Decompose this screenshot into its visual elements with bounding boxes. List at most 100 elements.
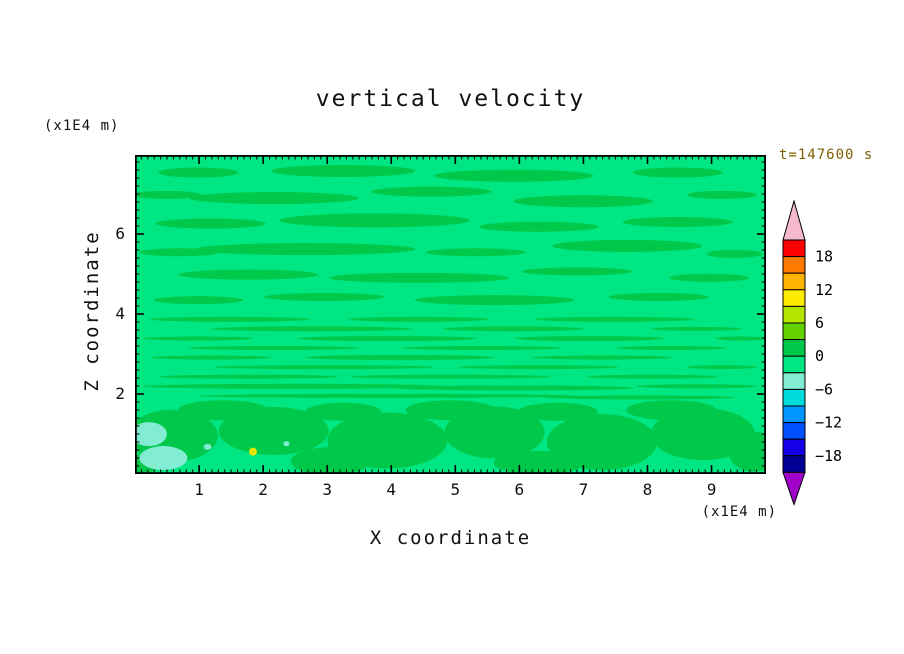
contour-blob [371,186,492,197]
colorbar-below-range-arrow [782,471,806,506]
contour-blob [264,292,385,301]
contour-patch [135,422,167,447]
colorbar-label: −12 [815,414,842,432]
x-tick-label: 2 [258,480,268,499]
contour-patch [283,441,290,447]
contour-blob [706,249,763,258]
colorbar-label: 18 [815,248,833,266]
colorbar-above-range-arrow [782,200,806,241]
colorbar-segment [782,405,806,424]
contour-blob [178,269,319,280]
colorbar-label: −6 [815,380,833,398]
contour-blob [155,218,266,229]
contour-blob [622,216,733,227]
contour-blob [328,272,509,283]
x-tick-label: 7 [578,480,589,499]
contour-blob [458,365,619,370]
contour-blob [632,167,723,178]
contour-blob [514,335,665,341]
contour-blob [290,447,371,474]
plot-border [135,155,766,474]
x-tick-label: 3 [322,480,332,499]
contour-blob [534,316,695,322]
contour-blob [608,292,709,301]
colorbar-segment [782,388,806,407]
contour-blob [135,190,202,199]
contour-blob [493,450,584,474]
contour-blob [651,326,742,331]
colorbar-segment [782,372,806,390]
colorbar-segment [782,289,806,307]
colorbar-segment [782,272,806,291]
contour-blob [478,221,599,232]
contour-blob [188,345,359,350]
contour-blob [143,336,254,341]
contour-blob [517,402,598,421]
contour-blob [686,190,757,199]
x-tick-label: 9 [706,480,717,499]
contour-blob [197,393,578,398]
contour-blob [587,374,718,379]
contour-blob [686,365,757,370]
contour-blob [552,239,703,252]
positive-band-regions [135,164,766,474]
contour-blob [728,431,766,472]
colorbar-segment [782,355,806,374]
colorbar-segment [782,322,806,341]
x-tick-label: 6 [514,480,525,499]
contour-blob [444,406,545,459]
contour-blob [279,213,470,228]
contour-blob [218,406,329,455]
colorbar-segment [782,305,806,324]
colorbar-segment [782,339,806,357]
contour-blob [150,355,271,360]
colorbar-segment [782,438,806,457]
plot-title: vertical velocity [315,86,586,112]
contour-blob [214,365,435,370]
contour-blob [521,267,632,276]
contour-blob [297,335,478,341]
contour-blob [414,295,575,306]
y-tick-label: 2 [115,384,125,403]
x-tick-label: 5 [450,480,461,499]
colorbar-label: 0 [815,347,824,365]
contour-blob [513,195,654,208]
contour-blob [544,395,735,400]
contour-plot [135,155,766,474]
contour-patch [139,446,188,471]
contour-blob [531,355,672,360]
colorbar: 18 12 6 0 −6 −12 −18 [782,200,842,506]
contour-blob [158,167,239,178]
contour-blob [188,192,359,205]
contour-blob [636,384,757,389]
contour-blob [158,374,339,379]
contour-blob [616,345,727,350]
colorbar-segment [782,239,806,258]
x-axis-unit-label: (x1E4 m) [701,504,777,520]
positive-maximum-spot [248,447,257,456]
contour-blob [348,316,489,322]
contour-blob [715,336,766,341]
colorbar-label: 6 [815,314,824,332]
x-tick-label: 1 [194,480,204,499]
contour-patch [203,443,212,450]
contour-blob [271,164,416,177]
negative-band-patches [135,422,290,471]
x-tick-label: 4 [386,480,397,499]
x-axis-title: X coordinate [369,527,532,549]
x-tick-label: 8 [642,480,653,499]
contour-blob [425,248,526,257]
colorbar-segment [782,455,806,473]
contour-blob [650,408,755,461]
contour-blob [443,326,584,332]
contour-blob [669,273,750,282]
contour-blob [149,316,310,322]
colorbar-segment [782,256,806,274]
contour-blob [153,296,244,305]
contour-blob [211,326,412,332]
contour-blob [393,385,634,391]
contour-blob [195,243,416,256]
y-tick-label: 6 [115,224,125,243]
contour-blob [350,374,551,379]
